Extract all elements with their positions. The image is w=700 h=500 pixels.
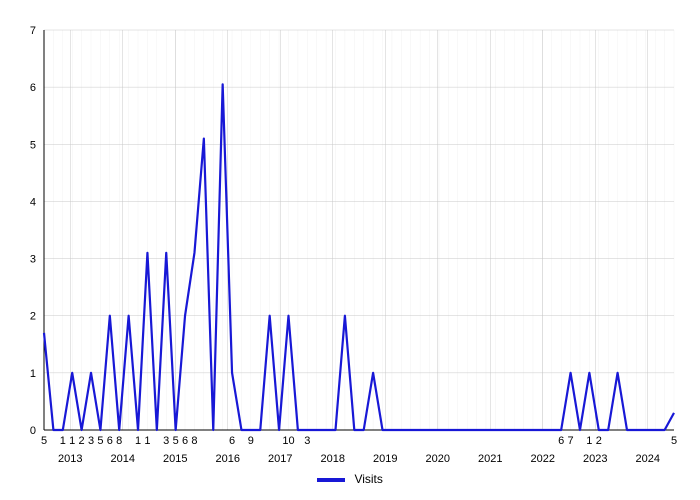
svg-text:6: 6 [558,435,564,447]
legend-label: Visits [354,472,382,486]
svg-text:6: 6 [30,82,36,94]
svg-text:3: 3 [30,254,36,266]
svg-text:2017: 2017 [268,453,292,465]
svg-text:2020: 2020 [426,453,450,465]
legend: Visits [0,472,700,486]
svg-text:4: 4 [30,196,36,208]
svg-text:6: 6 [182,435,188,447]
svg-text:2021: 2021 [478,453,502,465]
svg-text:6: 6 [229,435,235,447]
svg-text:8: 8 [116,435,122,447]
svg-text:2019: 2019 [373,453,397,465]
svg-text:2013: 2013 [58,453,82,465]
svg-text:3: 3 [163,435,169,447]
svg-text:2: 2 [79,435,85,447]
svg-text:7: 7 [30,25,36,37]
svg-text:1: 1 [60,435,66,447]
svg-text:1: 1 [69,435,75,447]
svg-text:2: 2 [30,311,36,323]
svg-text:10: 10 [282,435,294,447]
svg-text:5: 5 [97,435,103,447]
chart-svg: 0123456751123568113568691036712520132014… [0,0,700,500]
svg-text:2014: 2014 [111,453,135,465]
svg-text:1: 1 [144,435,150,447]
svg-text:2016: 2016 [216,453,240,465]
svg-text:5: 5 [173,435,179,447]
svg-text:2: 2 [596,435,602,447]
chart-container: CARNICAS SERRANO SL (Spain) Page visits … [0,0,700,500]
svg-text:7: 7 [568,435,574,447]
svg-text:2015: 2015 [163,453,187,465]
svg-text:3: 3 [304,435,310,447]
svg-text:2018: 2018 [321,453,345,465]
legend-swatch [317,478,345,482]
svg-text:1: 1 [586,435,592,447]
svg-text:8: 8 [191,435,197,447]
svg-text:5: 5 [30,139,36,151]
svg-text:3: 3 [88,435,94,447]
svg-text:5: 5 [671,435,677,447]
svg-text:2024: 2024 [636,453,660,465]
svg-text:6: 6 [107,435,113,447]
svg-text:2023: 2023 [583,453,607,465]
svg-text:2022: 2022 [531,453,555,465]
svg-text:0: 0 [30,425,36,437]
svg-text:1: 1 [135,435,141,447]
svg-text:5: 5 [41,435,47,447]
svg-text:9: 9 [248,435,254,447]
svg-text:1: 1 [30,368,36,380]
